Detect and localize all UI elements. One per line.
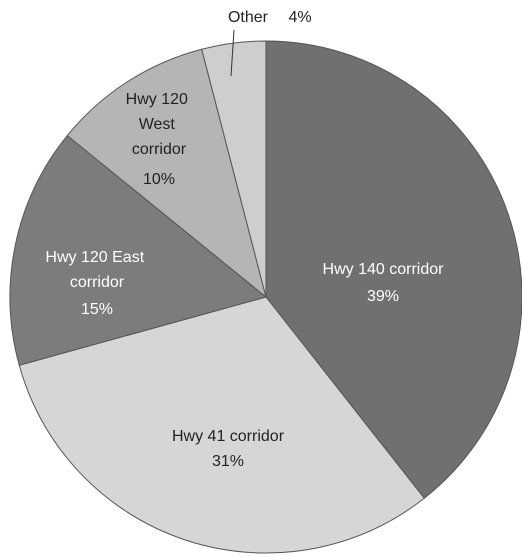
slice-value: 15% [81,301,113,318]
slice-label: Hwy 120 East corridor [45,249,148,291]
slice-value: 39% [367,288,399,305]
slice-value: 4% [288,9,311,26]
pie-slice [18,296,425,554]
slice-value: 31% [212,453,244,470]
slice-label: Hwy 120 West corridor [126,91,193,158]
pie-slice [9,134,268,366]
pie-slice [66,48,267,299]
slice-label: Other [228,9,269,26]
leader-line [230,29,235,77]
pie-slice [265,40,522,499]
slice-value: 10% [143,171,175,188]
slice-label: Hwy 41 corridor [172,428,285,445]
slice-label: Hwy 140 corridor [323,261,445,278]
